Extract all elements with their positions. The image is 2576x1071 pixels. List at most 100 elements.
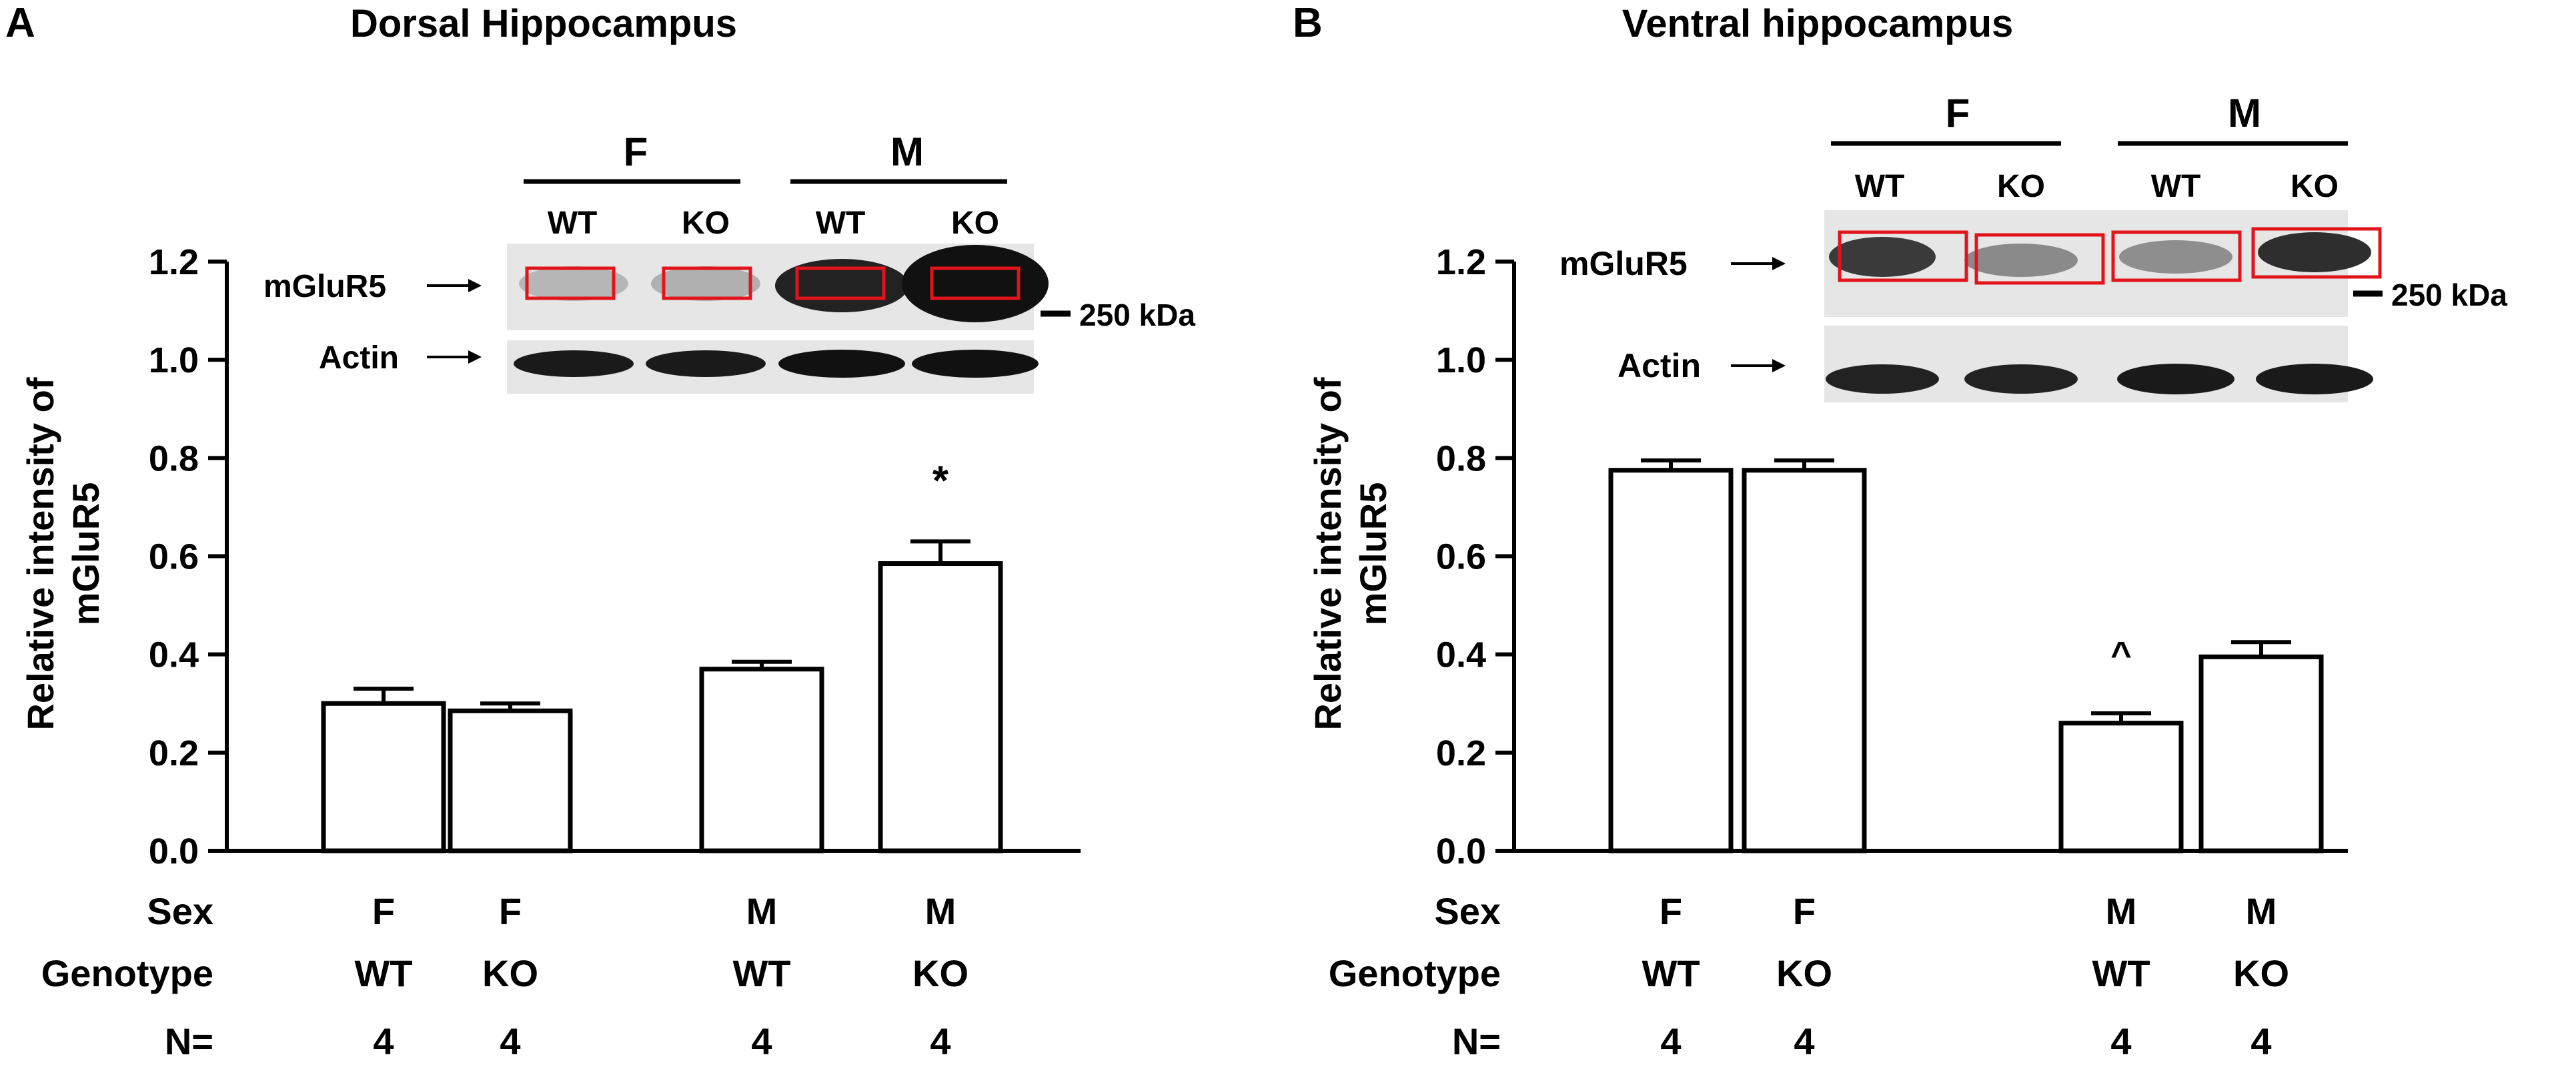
category-label-n: 4 xyxy=(1794,1020,1814,1062)
blot-band xyxy=(1964,364,2078,394)
y-axis-label-line1: Relative intensity of xyxy=(19,377,61,730)
row-label-genotype: Genotype xyxy=(41,952,213,994)
category-label-n: 4 xyxy=(751,1020,772,1062)
bars: ^ xyxy=(1608,458,2324,853)
panel-b: B Ventral hippocampus Relative intensity… xyxy=(1293,0,2507,1062)
category-label-genotype: KO xyxy=(1776,952,1832,994)
arrow-icon xyxy=(1731,359,1786,372)
bar xyxy=(321,701,446,853)
significance-annotation: * xyxy=(932,458,949,504)
bar xyxy=(2198,654,2324,853)
category-label-n: 4 xyxy=(930,1020,950,1062)
y-ticks: 0.0 0.2 0.4 0.6 0.8 1.0 1.2 xyxy=(149,242,227,871)
category-labels: F WT 4 F KO 4 M WT 4 M KO 4 xyxy=(1642,890,2289,1062)
blot-lane-label: WT xyxy=(816,206,866,241)
significance-annotation: ^ xyxy=(2110,635,2132,675)
blot-lane-label: KO xyxy=(951,206,999,241)
blot-control-label: Actin xyxy=(319,340,399,376)
y-tick-label: 0.6 xyxy=(149,537,199,577)
y-tick-label: 0.6 xyxy=(1436,537,1486,577)
y-tick-label: 0.0 xyxy=(1436,831,1486,871)
blot-band xyxy=(1829,237,1936,277)
y-tick-label: 1.0 xyxy=(149,340,199,380)
blot-highlight-box xyxy=(795,266,886,300)
arrow-icon xyxy=(427,279,482,292)
y-tick-label: 1.2 xyxy=(149,242,199,282)
blot-sex-label-f: F xyxy=(624,129,648,174)
blot-marker-label: 250 kDa xyxy=(2391,278,2507,312)
category-label-sex: F xyxy=(499,890,522,932)
blot-target-label: mGluR5 xyxy=(263,269,386,304)
blot-lane-label: KO xyxy=(682,206,730,241)
blot-target-label: mGluR5 xyxy=(1559,245,1688,282)
y-tick-label: 0.2 xyxy=(149,733,199,773)
blot-band xyxy=(2119,240,2232,274)
blot-band xyxy=(651,266,760,301)
row-label-sex: Sex xyxy=(1434,890,1501,932)
blot-lane-label: WT xyxy=(548,206,598,241)
y-tick-label: 0.8 xyxy=(1436,438,1486,478)
category-label-n: 4 xyxy=(1660,1020,1681,1062)
row-label-sex: Sex xyxy=(147,890,213,932)
category-label-sex: M xyxy=(2246,890,2277,932)
category-label-sex: F xyxy=(1793,890,1816,932)
blot-sex-label-f: F xyxy=(1946,91,1970,135)
blot-highlight-box xyxy=(930,266,1021,300)
category-label-genotype: WT xyxy=(354,952,412,994)
panel-title: Ventral hippocampus xyxy=(1622,2,2014,45)
panel-letter: B xyxy=(1293,0,1323,46)
bars: * xyxy=(321,458,1003,853)
blot-lane-label: WT xyxy=(2151,169,2201,204)
blot-highlight-box xyxy=(662,266,752,300)
y-axis-label-line1: Relative intensity of xyxy=(1307,377,1349,730)
blot-band xyxy=(1964,244,2078,277)
y-tick-label: 0.0 xyxy=(149,831,199,871)
blot-highlight-box xyxy=(2111,230,2242,282)
category-labels: F WT 4 F KO 4 M WT 4 M KO 4 xyxy=(354,890,969,1062)
blot-band xyxy=(646,350,766,377)
blot-highlight-box xyxy=(2251,227,2382,279)
blot-lane-label: KO xyxy=(1997,169,2045,204)
category-label-sex: F xyxy=(372,890,395,932)
category-label-n: 4 xyxy=(373,1020,394,1062)
category-label-genotype: WT xyxy=(1642,952,1700,994)
bar xyxy=(878,561,1003,853)
category-label-genotype: KO xyxy=(912,952,969,994)
category-label-genotype: KO xyxy=(482,952,538,994)
panel-a: A Dorsal Hippocampus Relative intensity … xyxy=(5,0,1195,1062)
blot-highlight-box xyxy=(525,266,616,300)
row-label-n: N= xyxy=(1452,1020,1501,1062)
y-axis-label-line2: mGluR5 xyxy=(1352,482,1394,626)
blot-band xyxy=(514,350,634,377)
blot-marker-label: 250 kDa xyxy=(1079,298,1195,332)
blot-band xyxy=(2256,364,2373,394)
y-axis-label-line2: mGluR5 xyxy=(65,482,107,626)
blot-highlight-box xyxy=(1974,233,2105,285)
bar xyxy=(699,667,824,853)
bar xyxy=(1608,468,1734,853)
category-label-sex: M xyxy=(2106,890,2137,932)
y-tick-label: 0.8 xyxy=(149,438,199,478)
blot-sex-label-m: M xyxy=(2228,91,2261,135)
blot-inset: F M WT KO WT KO mGluR5 xyxy=(1559,91,2507,402)
category-label-genotype: KO xyxy=(2233,952,2289,994)
blot-band xyxy=(902,245,1049,322)
y-tick-label: 1.2 xyxy=(1436,242,1486,282)
row-label-genotype: Genotype xyxy=(1329,952,1501,994)
blot-lane-label: WT xyxy=(1855,169,1905,204)
y-tick-label: 1.0 xyxy=(1436,340,1486,380)
blot-band xyxy=(2258,232,2371,272)
arrow-icon xyxy=(1731,257,1786,270)
bar xyxy=(448,708,573,853)
row-label-n: N= xyxy=(165,1020,213,1062)
category-label-sex: F xyxy=(1660,890,1682,932)
y-ticks: 0.0 0.2 0.4 0.6 0.8 1.0 1.2 xyxy=(1436,242,1514,871)
panel-letter: A xyxy=(5,0,35,46)
panel-title: Dorsal Hippocampus xyxy=(350,2,737,45)
category-label-sex: M xyxy=(925,890,956,932)
blot-band xyxy=(519,266,628,301)
blot-inset: F M WT KO WT KO mGluR5 xyxy=(263,129,1195,394)
y-tick-label: 0.4 xyxy=(1436,635,1486,675)
category-label-sex: M xyxy=(746,890,778,932)
